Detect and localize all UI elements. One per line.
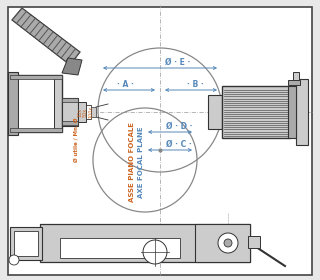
Bar [62,98,78,102]
Polygon shape [12,8,80,65]
Text: Ø utile / Mn. Ø: Ø utile / Mn. Ø [74,118,78,162]
Bar [288,80,300,85]
Text: 50x: 50x [83,108,87,116]
Bar [222,86,290,138]
Text: · A ·: · A · [116,80,133,89]
Bar [10,75,62,79]
Text: 10x: 10x [77,108,83,116]
Text: AXE FOCAL PLANE: AXE FOCAL PLANE [138,126,144,198]
Bar [296,79,308,145]
Circle shape [9,255,19,265]
Bar [91,107,96,117]
Bar [248,236,260,248]
Text: Ø · E ·: Ø · E · [165,58,191,67]
Bar [40,224,250,262]
Text: Ø · D ·: Ø · D · [166,122,192,131]
Bar [10,75,62,132]
Bar [78,102,86,122]
Bar [10,227,42,260]
Bar [18,77,54,130]
Text: · B ·: · B · [187,80,204,89]
Bar [195,224,250,262]
Circle shape [143,240,167,264]
Text: Ø · C ·: Ø · C · [166,140,192,149]
Bar [8,72,18,135]
Text: ASSE PIANO FOCALE: ASSE PIANO FOCALE [129,122,135,202]
Bar [10,128,62,132]
Polygon shape [62,58,82,75]
Bar [62,121,78,125]
Circle shape [224,239,232,247]
Bar [86,105,91,119]
Circle shape [218,233,238,253]
Bar [60,238,180,258]
Bar [293,72,299,80]
Bar [62,98,78,126]
Bar [14,231,38,256]
Bar [208,95,222,129]
Text: 100x: 100x [89,106,93,118]
Bar [288,86,296,138]
